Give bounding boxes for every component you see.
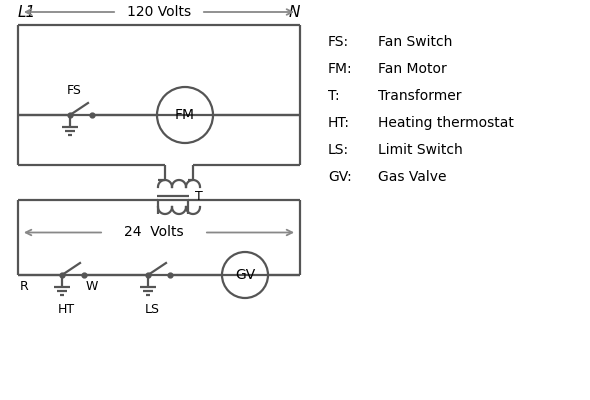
Text: L1: L1 [18, 5, 36, 20]
Text: FS:: FS: [328, 35, 349, 49]
Text: FM:: FM: [328, 62, 353, 76]
Text: W: W [86, 280, 99, 293]
Text: FM: FM [175, 108, 195, 122]
Text: 24  Volts: 24 Volts [124, 226, 184, 240]
Text: FS: FS [67, 84, 81, 97]
Text: 120 Volts: 120 Volts [127, 5, 191, 19]
Text: HT: HT [57, 303, 74, 316]
Text: Limit Switch: Limit Switch [378, 143, 463, 157]
Text: LS:: LS: [328, 143, 349, 157]
Text: Fan Motor: Fan Motor [378, 62, 447, 76]
Text: HT:: HT: [328, 116, 350, 130]
Text: GV:: GV: [328, 170, 352, 184]
Text: Heating thermostat: Heating thermostat [378, 116, 514, 130]
Text: Fan Switch: Fan Switch [378, 35, 453, 49]
Text: N: N [289, 5, 300, 20]
Text: Gas Valve: Gas Valve [378, 170, 447, 184]
Text: T:: T: [328, 89, 340, 103]
Text: Transformer: Transformer [378, 89, 461, 103]
Text: LS: LS [145, 303, 159, 316]
Text: GV: GV [235, 268, 255, 282]
Text: T: T [195, 190, 203, 202]
Text: R: R [20, 280, 29, 293]
